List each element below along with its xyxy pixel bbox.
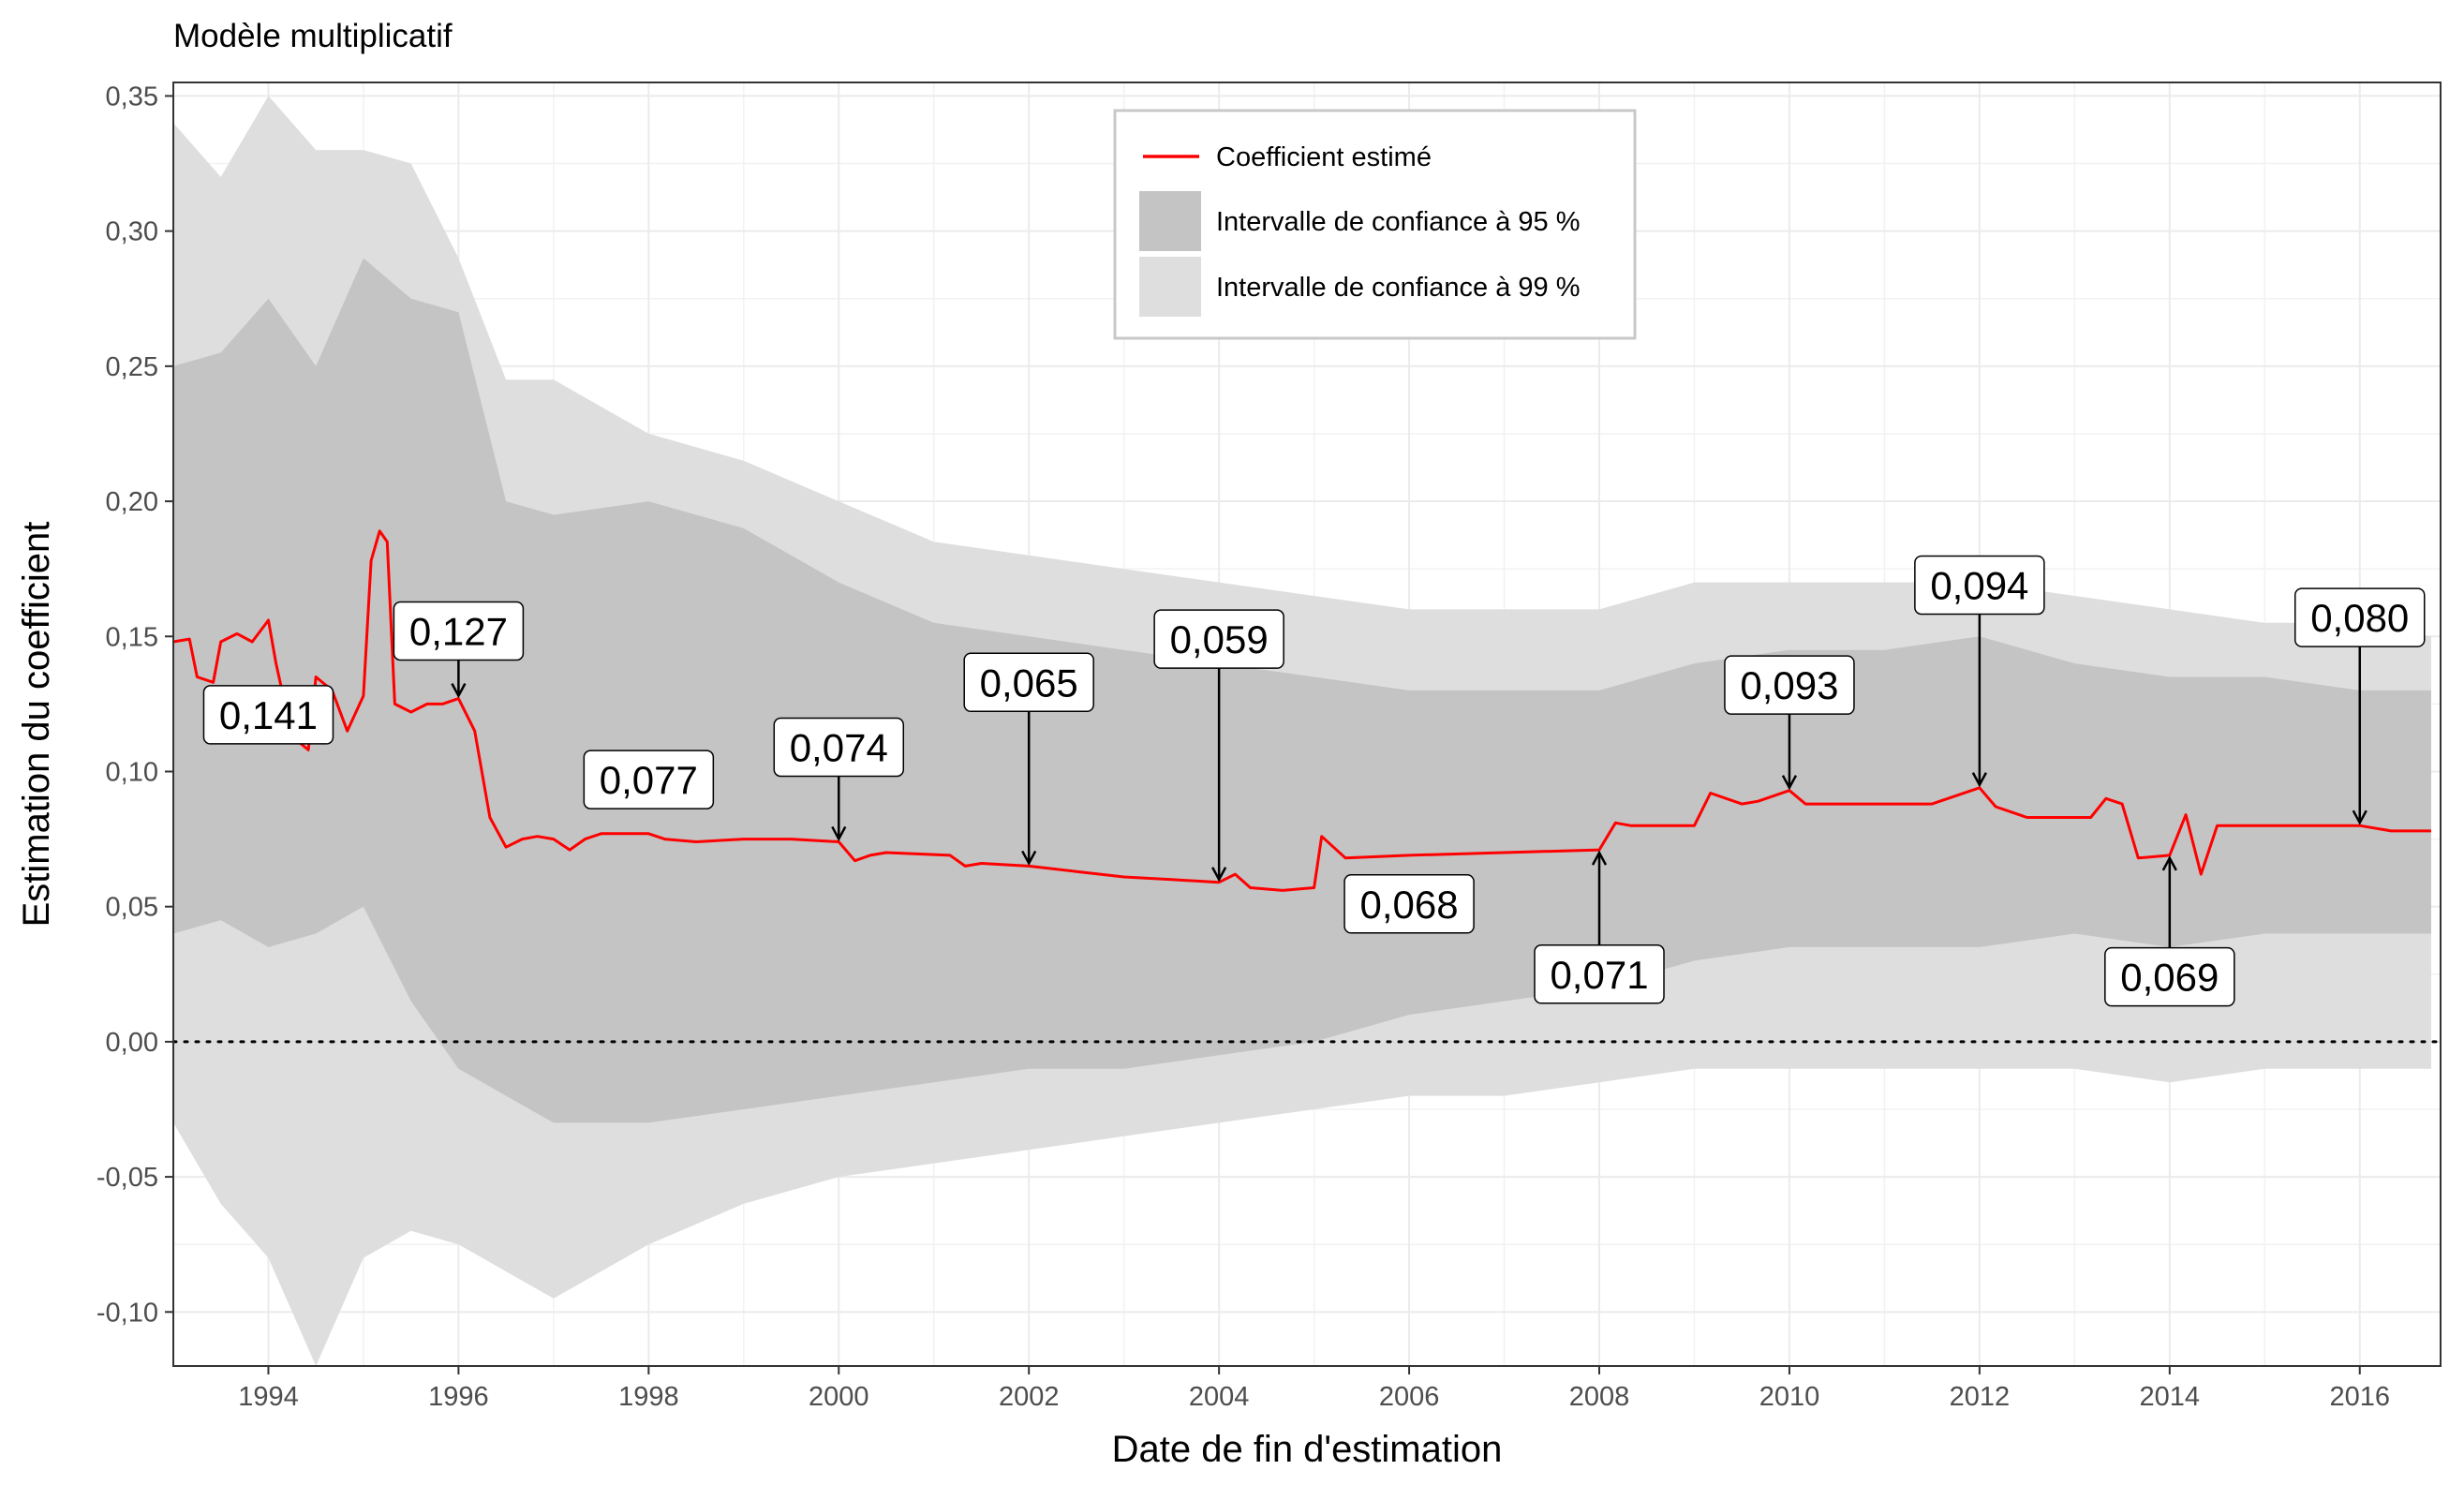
x-tick-label: 1994 bbox=[238, 1382, 299, 1412]
x-tick-label: 2014 bbox=[2140, 1382, 2201, 1412]
legend-entry: Intervalle de confiance à 99 % bbox=[1139, 257, 1581, 317]
annotation-arrowhead bbox=[2352, 809, 2368, 825]
y-tick-label: 0,15 bbox=[106, 622, 158, 652]
y-tick-label: -0,10 bbox=[96, 1298, 158, 1328]
annotation-arrowhead bbox=[2161, 855, 2177, 871]
annotation-box bbox=[1914, 555, 2045, 616]
annotation-label: 0,069 bbox=[2104, 855, 2235, 1007]
legend-entry: Intervalle de confiance à 95 % bbox=[1139, 191, 1581, 251]
annotation-box bbox=[583, 750, 715, 809]
legend-entry: Coefficient estimé bbox=[1143, 142, 1432, 172]
annotation-box bbox=[963, 652, 1094, 713]
annotation-arrowhead bbox=[451, 683, 467, 699]
coefficient-line bbox=[172, 529, 2431, 892]
annotation-label: 0,065 bbox=[963, 652, 1094, 867]
annotation-box bbox=[2104, 946, 2235, 1007]
annotation-box bbox=[1343, 874, 1475, 934]
annotation-label: 0,059 bbox=[1153, 609, 1284, 883]
annotation-text: 0,071 bbox=[1550, 953, 1648, 997]
legend: Coefficient estimé Intervalle de confianc… bbox=[1113, 109, 1637, 340]
annotation-box bbox=[1534, 944, 1665, 1004]
y-axis-title: Estimation du coefficient bbox=[16, 522, 57, 928]
y-tick-label: 0,30 bbox=[106, 217, 158, 247]
x-tick-label: 2016 bbox=[2329, 1382, 2390, 1412]
annotation-label: 0,141 bbox=[202, 685, 334, 745]
x-axis-title: Date de fin d'estimation bbox=[1112, 1429, 1503, 1470]
annotation-label: 0,094 bbox=[1914, 555, 2045, 788]
annotation-text: 0,059 bbox=[1170, 617, 1269, 661]
y-tick-label: 0,20 bbox=[106, 487, 158, 517]
annotation-arrowhead bbox=[1021, 850, 1037, 867]
annotation-arrowhead bbox=[1971, 772, 1987, 788]
annotation-box bbox=[202, 685, 334, 745]
x-tick-label: 2006 bbox=[1379, 1382, 1440, 1412]
legend-box bbox=[1113, 109, 1637, 340]
legend-label: Intervalle de confiance à 99 % bbox=[1216, 273, 1581, 303]
x-tick-label: 2008 bbox=[1569, 1382, 1630, 1412]
annotation-arrowhead bbox=[831, 825, 847, 842]
annotation-label: 0,080 bbox=[2294, 587, 2426, 825]
annotation-text: 0,141 bbox=[219, 693, 318, 737]
x-tick-label: 2012 bbox=[1950, 1382, 2011, 1412]
x-tick-label: 1996 bbox=[428, 1382, 489, 1412]
x-axis-ticks: 1994 1996 1998 2000 2002 2004 2006 2008 2010 2012… bbox=[238, 1366, 2390, 1412]
annotation-label: 0,127 bbox=[393, 601, 525, 699]
legend-key-band bbox=[1139, 191, 1201, 251]
annotation-box bbox=[2294, 587, 2426, 647]
band-95 bbox=[173, 258, 2431, 1123]
annotation-text: 0,068 bbox=[1360, 883, 1459, 927]
annotation-arrowhead bbox=[1591, 850, 1608, 866]
y-tick-label: 0,10 bbox=[106, 757, 158, 787]
annotation-box bbox=[773, 717, 905, 778]
coefficient-line-layer bbox=[172, 529, 2431, 892]
x-tick-label: 2004 bbox=[1189, 1382, 1250, 1412]
annotation-text: 0,127 bbox=[409, 609, 508, 653]
x-tick-label: 2010 bbox=[1759, 1382, 1820, 1412]
annotation-label: 0,093 bbox=[1724, 655, 1855, 791]
legend-key-band bbox=[1139, 257, 1201, 317]
chart-title: Modèle multiplicatif bbox=[173, 18, 453, 54]
annotation-layer: 0,141 0,127 0,077 0,074 0,065 0,059 0,068 0,071… bbox=[202, 555, 2426, 1007]
annotation-label: 0,074 bbox=[773, 717, 905, 842]
annotation-text: 0,094 bbox=[1930, 563, 2028, 607]
x-tick-label: 2002 bbox=[999, 1382, 1060, 1412]
annotation-label: 0,077 bbox=[583, 750, 715, 809]
legend-label: Coefficient estimé bbox=[1216, 142, 1432, 172]
annotation-text: 0,065 bbox=[980, 661, 1078, 705]
x-tick-label: 2000 bbox=[809, 1382, 869, 1412]
annotation-box bbox=[393, 601, 525, 661]
x-tick-label: 1998 bbox=[618, 1382, 679, 1412]
y-tick-label: 0,00 bbox=[106, 1028, 158, 1058]
annotation-box bbox=[1724, 655, 1855, 715]
y-tick-label: 0,05 bbox=[106, 893, 158, 923]
y-axis-ticks: -0,10 -0,05 0,00 0,05 0,10 0,15 0,20 0,25 0,30 0,… bbox=[96, 82, 173, 1328]
annotation-text: 0,080 bbox=[2310, 596, 2409, 640]
annotation-arrowhead bbox=[1211, 867, 1227, 883]
y-tick-label: 0,35 bbox=[106, 82, 158, 111]
band-95-layer bbox=[173, 258, 2431, 1123]
plot-border bbox=[172, 82, 2442, 1367]
annotation-text: 0,093 bbox=[1740, 663, 1838, 707]
annotation-text: 0,077 bbox=[600, 758, 698, 802]
y-tick-label: -0,05 bbox=[96, 1163, 158, 1193]
annotation-text: 0,069 bbox=[2120, 956, 2219, 1000]
annotation-label: 0,068 bbox=[1343, 874, 1475, 934]
annotation-label: 0,071 bbox=[1534, 850, 1665, 1004]
y-tick-label: 0,25 bbox=[106, 352, 158, 382]
annotation-text: 0,074 bbox=[790, 726, 888, 770]
legend-label: Intervalle de confiance à 95 % bbox=[1216, 207, 1581, 237]
annotation-box bbox=[1153, 609, 1284, 669]
annotation-arrowhead bbox=[1781, 775, 1798, 791]
